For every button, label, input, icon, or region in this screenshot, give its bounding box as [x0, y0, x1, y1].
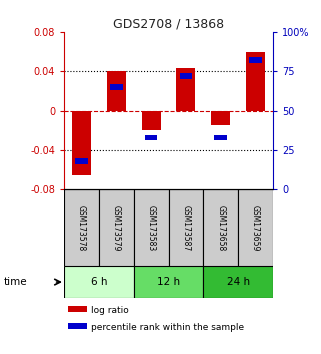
Text: GSM173579: GSM173579 — [112, 205, 121, 251]
Text: time: time — [3, 277, 27, 287]
Bar — [64, 189, 99, 266]
Text: GSM173659: GSM173659 — [251, 205, 260, 251]
Text: 6 h: 6 h — [91, 277, 107, 287]
Bar — [107, 71, 126, 110]
Bar — [176, 68, 195, 110]
Bar — [99, 189, 134, 266]
Text: percentile rank within the sample: percentile rank within the sample — [91, 322, 245, 332]
Title: GDS2708 / 13868: GDS2708 / 13868 — [113, 18, 224, 31]
Bar — [180, 73, 192, 79]
Text: GSM173578: GSM173578 — [77, 205, 86, 251]
Text: GSM173658: GSM173658 — [216, 205, 225, 251]
Bar — [75, 158, 88, 164]
Bar — [203, 189, 238, 266]
Text: 12 h: 12 h — [157, 277, 180, 287]
Bar — [68, 306, 87, 313]
Text: 24 h: 24 h — [227, 277, 250, 287]
Text: log ratio: log ratio — [91, 306, 129, 315]
Bar — [246, 52, 265, 110]
Bar — [249, 57, 262, 63]
Bar — [169, 189, 203, 266]
Bar — [64, 266, 134, 298]
Bar — [72, 110, 91, 175]
Bar — [203, 266, 273, 298]
Bar — [238, 189, 273, 266]
Bar — [68, 323, 87, 329]
Bar — [145, 135, 157, 140]
Bar — [134, 189, 169, 266]
Text: GSM173583: GSM173583 — [147, 205, 156, 251]
Bar — [134, 266, 203, 298]
Bar — [142, 110, 161, 130]
Bar — [211, 110, 230, 125]
Bar — [110, 84, 123, 90]
Text: GSM173587: GSM173587 — [181, 205, 190, 251]
Bar — [214, 135, 227, 140]
